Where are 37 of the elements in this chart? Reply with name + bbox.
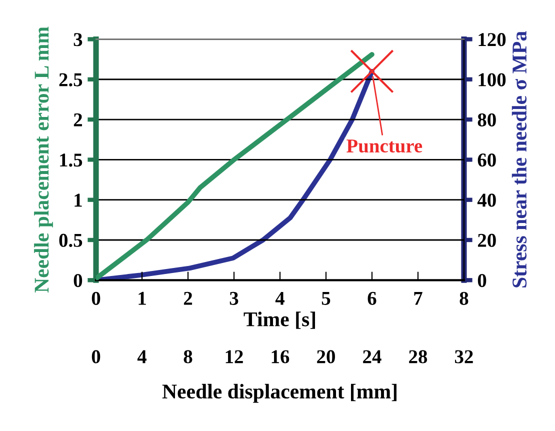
- x-tick-label: 4: [275, 292, 284, 305]
- x-axis-title: Time [s]: [244, 312, 316, 329]
- x2-tick-label: 28: [409, 350, 428, 364]
- y2-axis-title: Stress near the needle σ MPa: [512, 31, 527, 288]
- x-tick-label: 5: [322, 292, 330, 305]
- y-tick-label: 0.5: [59, 234, 82, 248]
- x-tick-label: 6: [368, 292, 376, 305]
- x2-tick-label: 0: [92, 350, 100, 364]
- x2-tick-label: 32: [454, 350, 473, 364]
- x-tick-label: 3: [230, 292, 238, 305]
- x-tick-label: 8: [460, 292, 468, 305]
- y-tick-label: 3: [74, 33, 82, 46]
- x-tick-label: 7: [414, 292, 422, 305]
- y2-tick-label: 40: [477, 194, 496, 207]
- x-tick-label: 0: [92, 292, 100, 305]
- x2-tick-label: 20: [317, 350, 335, 364]
- y-tick-label: 1: [74, 194, 82, 207]
- y2-tick-label: 0: [478, 274, 486, 288]
- y2-tick-label: 100: [478, 73, 506, 86]
- y2-tick-label: 20: [478, 234, 496, 247]
- x2-tick-label: 16: [272, 350, 290, 364]
- x2-tick-label: 12: [226, 350, 243, 364]
- x2-tick-label: 4: [137, 350, 147, 364]
- y2-tick-label: 120: [478, 33, 506, 46]
- x2-tick-label: 24: [363, 350, 382, 364]
- x2-axis-title: Needle displacement [mm]: [162, 384, 396, 403]
- y2-tick-label: 60: [478, 154, 496, 167]
- y-tick-label: 1.5: [60, 154, 82, 167]
- x-tick-label: 1: [138, 292, 146, 305]
- y-axis-title: Needle placement error L mm: [34, 26, 53, 293]
- y2-tick-label: 80: [478, 113, 496, 126]
- annotation: Puncture: [346, 140, 422, 153]
- y-tick-label: 0: [74, 274, 82, 288]
- x-tick-label: 2: [184, 292, 192, 305]
- y-tick-label: 2: [74, 113, 82, 126]
- y-tick-label: 2.5: [59, 73, 82, 86]
- x2-tick-label: 8: [184, 350, 192, 364]
